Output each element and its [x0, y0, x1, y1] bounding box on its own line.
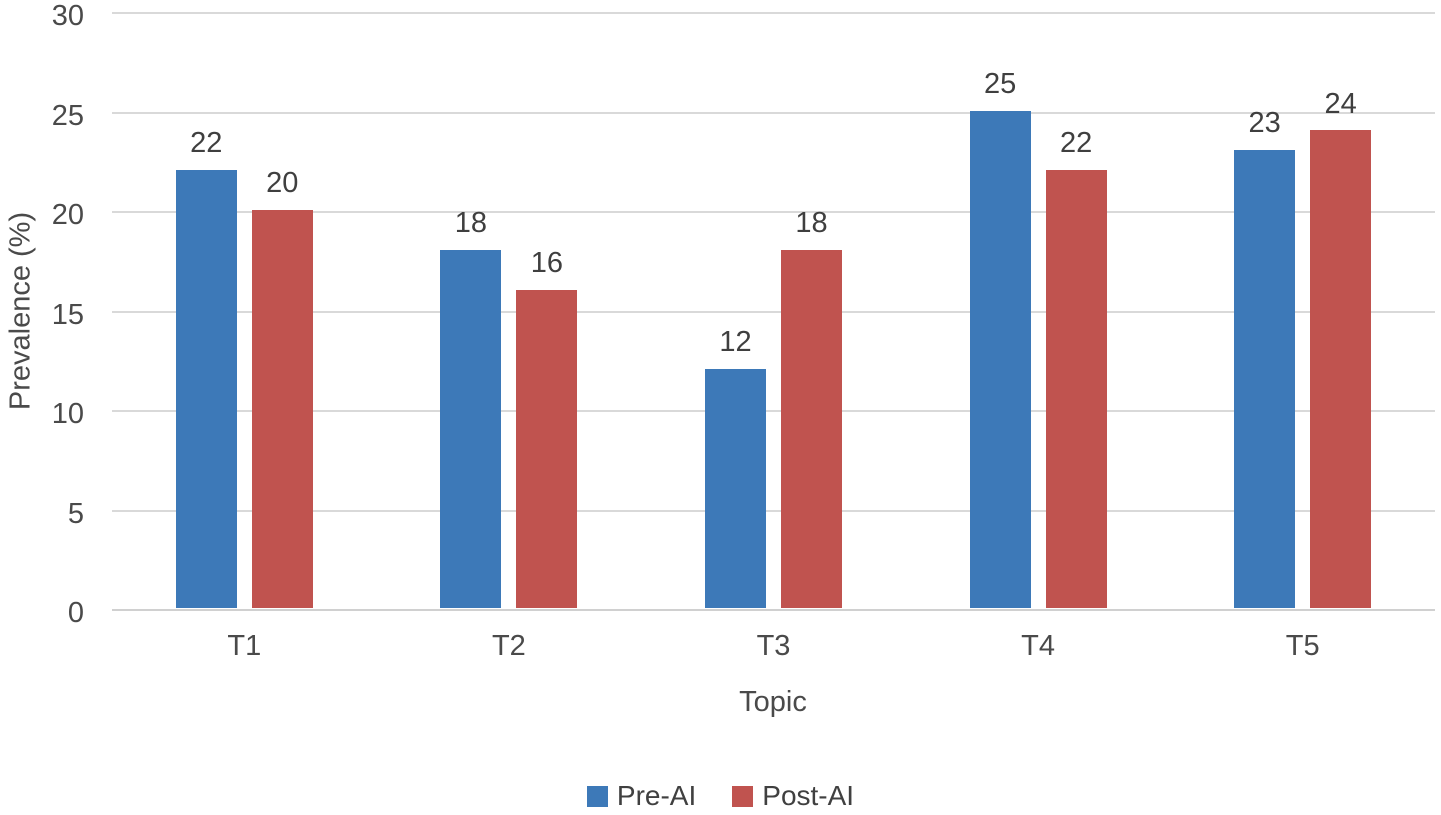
y-tick-label: 10 [51, 398, 84, 430]
bar-post-ai-t5 [1310, 130, 1372, 608]
y-tick-label: 25 [51, 99, 84, 132]
data-label: 25 [983, 67, 1017, 100]
gridline [112, 12, 1435, 14]
data-label: 24 [1324, 87, 1357, 120]
bar-pre-ai-t5 [1234, 150, 1296, 608]
y-tick-label: 15 [51, 298, 84, 331]
legend-item-pre-ai: Pre-AI [586, 780, 697, 812]
data-label: 18 [795, 206, 828, 239]
plot-area: 22 20 T1 18 16 T2 12 18 T3 25 22 T4 23 24 T5 [112, 12, 1435, 662]
legend-swatch-post-ai [732, 785, 754, 807]
x-tick-label: T5 [1285, 630, 1320, 662]
bar-post-ai-t4 [1045, 170, 1107, 608]
x-tick-label: T2 [491, 630, 526, 662]
bar-post-ai-t2 [516, 289, 578, 608]
x-axis-line [112, 609, 1435, 611]
y-tick-label: 5 [67, 497, 84, 530]
legend-label: Pre-AI [616, 780, 697, 811]
y-tick-label: 30 [51, 0, 84, 32]
gridline [112, 111, 1435, 114]
legend-swatch-pre-ai [586, 785, 608, 807]
gridline [112, 410, 1435, 412]
data-label: 12 [719, 326, 752, 359]
y-tick-label: 0 [67, 597, 84, 629]
data-label: 20 [266, 167, 299, 200]
x-tick-label: T1 [227, 630, 262, 662]
bar-pre-ai-t4 [969, 110, 1031, 608]
gridline [112, 509, 1435, 512]
bar-pre-ai-t3 [705, 369, 766, 608]
bar-pre-ai-t2 [440, 249, 502, 608]
data-label: 22 [1059, 127, 1093, 160]
x-tick-label: T4 [1021, 630, 1056, 662]
legend-item-post-ai: Post-AI [732, 780, 855, 812]
bar-post-ai-t1 [251, 210, 313, 608]
data-label: 16 [530, 246, 564, 279]
data-label: 23 [1248, 107, 1281, 140]
legend: Pre-AI Post-AI [0, 780, 1441, 812]
legend-label: Post-AI [762, 780, 855, 811]
data-label: 22 [190, 127, 223, 160]
gridline [112, 310, 1435, 313]
x-axis-title: Topic [739, 686, 807, 718]
bar-pre-ai-t1 [175, 170, 237, 608]
gridline [112, 211, 1435, 213]
x-tick-label: T3 [756, 630, 791, 662]
bar-post-ai-t3 [781, 249, 842, 608]
data-label: 18 [454, 206, 488, 239]
y-tick-label: 20 [51, 199, 84, 231]
